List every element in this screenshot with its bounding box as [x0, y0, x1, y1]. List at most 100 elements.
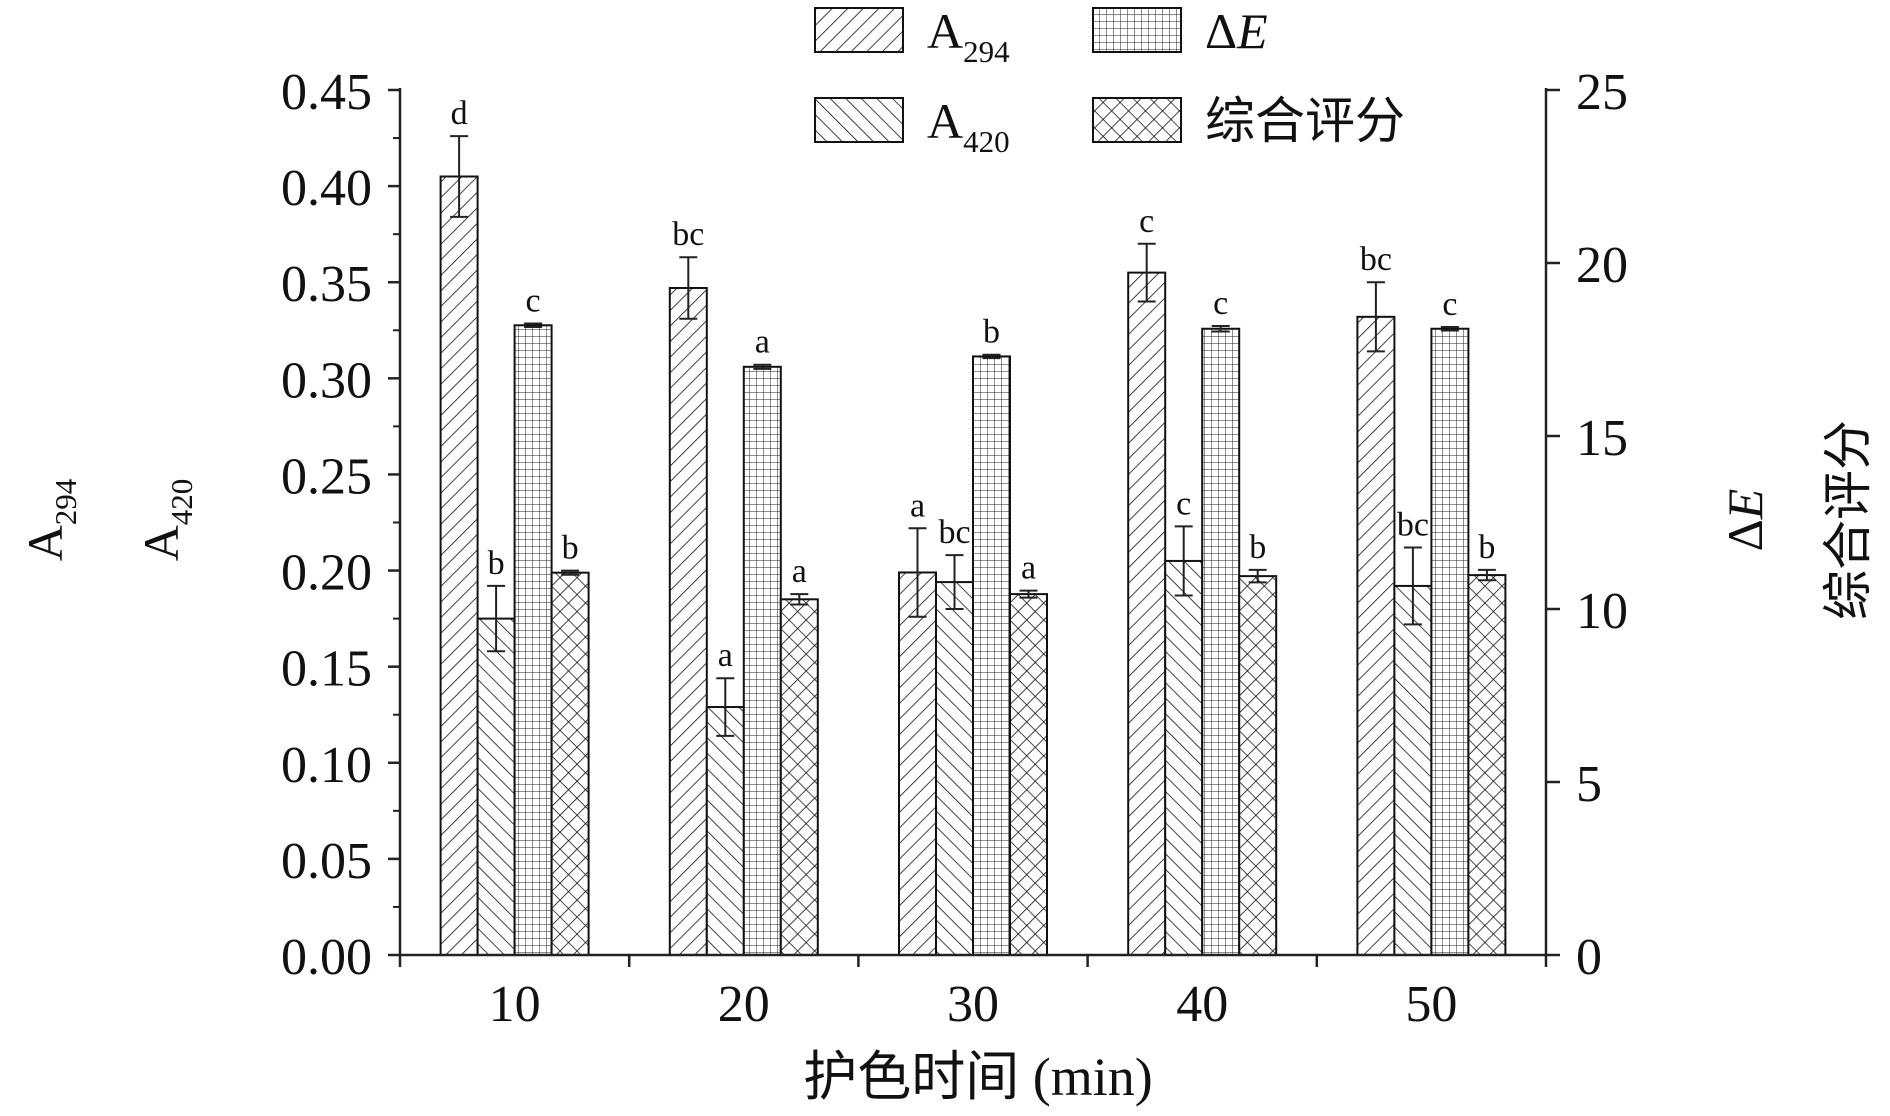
legend: A294 ΔE A420 综合评分 [814, 3, 1405, 159]
significance-letter-dE-30: b [983, 314, 1000, 351]
bar-score-20 [779, 598, 819, 956]
error-bar-dE-30 [982, 353, 1001, 360]
error-bar-A294-40 [1137, 242, 1156, 303]
significance-letter-A294-50: bc [1360, 241, 1392, 278]
error-bar-dE-10 [524, 322, 543, 329]
left-axis-title-text: A294 [17, 478, 83, 561]
significance-letter-score-50: b [1478, 529, 1495, 566]
legend-swatch-dE [1092, 7, 1182, 53]
legend-label-A420: A420 [927, 93, 1010, 159]
bar-score-50 [1467, 574, 1507, 956]
significance-letter-dE-10: c [526, 283, 541, 320]
error-bar-A420-10 [487, 584, 506, 653]
legend-label-score: 综合评分 [1205, 93, 1405, 149]
left-tick-label: 0.15 [281, 641, 372, 698]
x-tick-label: 50 [1405, 976, 1457, 1033]
bar-dE-50 [1430, 327, 1470, 956]
error-bar-score-50 [1477, 568, 1496, 582]
error-bar-A294-50 [1366, 281, 1385, 353]
left-tick-label: 0.40 [281, 160, 372, 217]
left-axis-title-1: A294 [17, 478, 83, 561]
right-tick-label: 15 [1576, 410, 1628, 467]
bar-score-40 [1238, 575, 1278, 956]
bar-A420-20 [705, 706, 745, 956]
error-bar-score-30 [1019, 589, 1038, 599]
x-tick-label: 30 [947, 976, 999, 1033]
left-axis-title-2: A420 [133, 479, 199, 562]
error-bar-score-10 [561, 569, 580, 576]
x-tick-label: 40 [1176, 976, 1228, 1033]
axes: 0.00 0.05 0.10 0.15 0.20 0.25 0.30 0.35 0.40 0.45… [17, 64, 1876, 1033]
bar-dE-10 [513, 324, 553, 956]
legend-item-A294: A294 [814, 3, 1010, 69]
legend-label-dE: ΔE [1205, 3, 1268, 59]
left-tick-label: 0.00 [281, 929, 372, 986]
significance-letter-A420-20: a [718, 637, 733, 674]
significance-letter-A420-30: bc [938, 514, 970, 551]
error-bar-A420-50 [1403, 546, 1422, 626]
legend-swatch-A294 [814, 7, 904, 53]
error-bar-A294-20 [679, 256, 698, 320]
significance-letter-score-30: a [1021, 550, 1036, 587]
right-axis-title-text: 综合评分 [1820, 420, 1876, 620]
legend-label-A294: A294 [927, 3, 1010, 69]
bar-score-10 [550, 571, 590, 956]
error-bar-score-40 [1248, 568, 1267, 584]
error-bar-A294-10 [450, 135, 469, 218]
right-tick-label: 25 [1576, 64, 1628, 121]
left-axis-title-text: A420 [133, 479, 199, 562]
significance-letter-A294-10: d [451, 95, 468, 132]
error-bar-dE-20 [753, 363, 772, 370]
left-tick-label: 0.30 [281, 352, 372, 409]
x-tick-label: 20 [718, 976, 770, 1033]
error-bar-A294-30 [908, 527, 927, 618]
error-bar-A420-20 [716, 677, 735, 737]
left-tick-label: 0.45 [281, 64, 372, 121]
significance-letter-A420-10: b [488, 545, 505, 582]
error-bar-A420-30 [945, 554, 964, 610]
bar-A294-10 [439, 175, 479, 956]
bar-dE-40 [1201, 327, 1241, 956]
right-tick-label: 20 [1576, 237, 1628, 294]
right-tick-label: 5 [1576, 756, 1602, 813]
bar-score-30 [1009, 593, 1048, 956]
bar-A294-50 [1356, 315, 1396, 957]
bar-A420-50 [1393, 584, 1433, 957]
significance-letter-A294-20: bc [672, 216, 704, 253]
legend-item-dE: ΔE [1092, 3, 1268, 59]
left-tick-label: 0.20 [281, 545, 372, 602]
significance-letter-A420-50: bc [1397, 506, 1429, 543]
legend-swatch-score [1092, 97, 1182, 143]
legend-item-score: 综合评分 [1092, 93, 1405, 149]
error-bar-dE-40 [1211, 324, 1230, 333]
error-bar-score-20 [790, 593, 809, 606]
legend-swatch-A420 [814, 97, 904, 143]
right-axis-title-text: ΔE [1717, 489, 1773, 552]
bar-A420-30 [935, 581, 974, 956]
bar-A294-20 [668, 286, 708, 956]
right-axis-title-2: 综合评分 [1820, 420, 1876, 620]
significance-letter-score-20: a [792, 553, 807, 590]
significance-letter-A294-30: a [910, 487, 925, 524]
bar-A420-40 [1164, 559, 1204, 956]
significance-letter-score-10: b [562, 530, 579, 567]
left-tick-label: 0.05 [281, 833, 372, 890]
left-tick-label: 0.35 [281, 256, 372, 313]
significance-letter-A420-40: c [1176, 485, 1191, 522]
bar-dE-20 [742, 365, 782, 956]
x-tick-label: 10 [489, 976, 541, 1033]
left-tick-label: 0.10 [281, 737, 372, 794]
right-axis-title-1: ΔE [1717, 489, 1773, 552]
bar-dE-30 [972, 355, 1011, 957]
significance-letter-score-40: b [1249, 529, 1266, 566]
bar-A294-40 [1127, 271, 1167, 957]
bar-A294-30 [898, 571, 937, 956]
right-tick-label: 10 [1576, 583, 1628, 640]
significance-letter-dE-40: c [1213, 285, 1228, 322]
significance-letter-dE-20: a [755, 324, 770, 361]
left-tick-label: 0.25 [281, 448, 372, 505]
bar-A420-10 [476, 617, 516, 956]
significance-letter-A294-40: c [1139, 203, 1154, 240]
